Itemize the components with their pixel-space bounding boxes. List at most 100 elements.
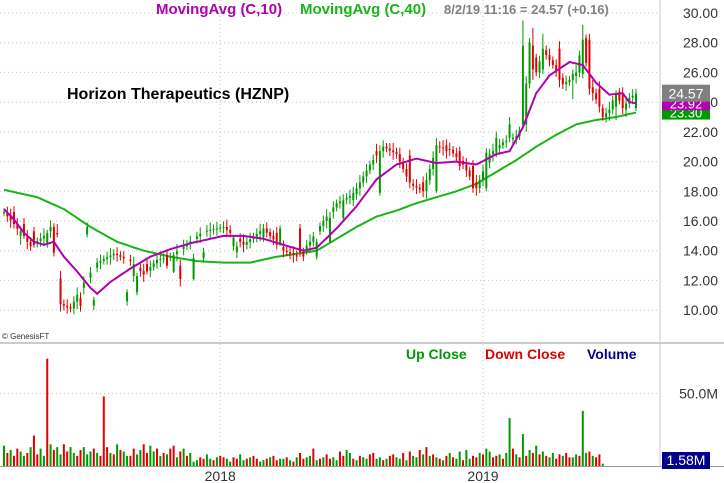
volume-bar bbox=[345, 450, 348, 466]
volume-bar bbox=[122, 451, 125, 466]
volume-bar bbox=[279, 458, 282, 466]
candle-body bbox=[89, 272, 92, 278]
candle-body bbox=[152, 263, 155, 268]
candle-body bbox=[328, 218, 331, 242]
ma10-line bbox=[3, 60, 637, 296]
volume-bar bbox=[319, 458, 321, 466]
candle-body bbox=[418, 187, 421, 190]
volume-bar bbox=[189, 452, 192, 466]
candle-body bbox=[6, 212, 9, 217]
candle-body bbox=[635, 93, 637, 109]
candle-body bbox=[581, 39, 584, 74]
volume-bar bbox=[385, 458, 388, 466]
volume-bar bbox=[501, 458, 504, 466]
candle-body bbox=[3, 212, 5, 214]
candle-body bbox=[262, 228, 265, 238]
volume-bar bbox=[225, 458, 228, 466]
volume-bar bbox=[86, 454, 89, 466]
candles-layer bbox=[3, 20, 637, 315]
candle-body bbox=[172, 255, 175, 272]
price-tick-label: 22.00 bbox=[683, 124, 718, 140]
volume-legend: Volume bbox=[587, 346, 637, 362]
candle-body bbox=[315, 241, 318, 257]
volume-bar bbox=[99, 455, 102, 466]
volume-bar bbox=[195, 460, 198, 466]
volume-bar bbox=[62, 444, 65, 466]
down-close-legend: Down Close bbox=[485, 346, 566, 362]
candle-body bbox=[136, 275, 139, 293]
candle-body bbox=[299, 228, 302, 253]
ma40-legend: MovingAvg (C,40) bbox=[300, 1, 427, 18]
volume-bar bbox=[378, 457, 381, 466]
volume-bar bbox=[518, 457, 521, 466]
candle-body bbox=[355, 188, 358, 195]
volume-bar bbox=[305, 457, 308, 466]
volume-bar bbox=[315, 460, 318, 466]
volume-bar bbox=[96, 452, 99, 466]
candle-body bbox=[538, 61, 541, 73]
candle-body bbox=[475, 182, 478, 189]
volume-bar bbox=[528, 450, 531, 466]
volume-bar bbox=[49, 444, 52, 466]
candle-body bbox=[491, 151, 494, 155]
candle-body bbox=[49, 226, 52, 232]
volume-bar bbox=[269, 457, 272, 466]
volume-bar bbox=[172, 445, 175, 466]
candle-body bbox=[182, 246, 185, 249]
candle-body bbox=[495, 137, 498, 153]
up-close-legend: Up Close bbox=[406, 346, 467, 362]
volume-bar bbox=[422, 454, 425, 466]
last-price-tag-text: 24.57 bbox=[668, 86, 703, 102]
volume-bar bbox=[598, 454, 601, 466]
candle-body bbox=[162, 258, 165, 260]
candle-body bbox=[382, 146, 385, 152]
volume-bar bbox=[375, 458, 378, 466]
candle-body bbox=[378, 151, 381, 193]
candle-body bbox=[16, 224, 19, 229]
volume-bar bbox=[485, 448, 488, 466]
candle-body bbox=[442, 147, 445, 149]
candle-body bbox=[325, 216, 328, 221]
volume-bar bbox=[46, 358, 49, 466]
candle-body bbox=[46, 232, 49, 245]
volume-bar bbox=[202, 458, 205, 466]
candle-body bbox=[129, 259, 132, 262]
candle-body bbox=[511, 137, 514, 140]
volume-bar bbox=[458, 451, 461, 466]
candle-body bbox=[96, 262, 99, 268]
candle-body bbox=[92, 299, 95, 306]
volume-bar bbox=[252, 455, 255, 466]
volume-bar bbox=[578, 455, 581, 466]
volume-bar bbox=[442, 460, 445, 466]
candle-body bbox=[445, 145, 448, 152]
volume-bar bbox=[169, 448, 172, 466]
candle-body bbox=[332, 207, 335, 213]
candle-body bbox=[39, 238, 42, 242]
price-tick-label: 14.00 bbox=[683, 243, 718, 259]
volume-bar bbox=[432, 454, 435, 466]
volume-bar bbox=[59, 454, 62, 466]
candle-body bbox=[618, 91, 621, 101]
volume-bar bbox=[185, 455, 188, 466]
candle-body bbox=[9, 216, 12, 221]
volume-bar bbox=[16, 448, 19, 466]
candle-body bbox=[468, 170, 471, 177]
candle-body bbox=[438, 146, 441, 148]
candle-body bbox=[126, 292, 129, 302]
candle-body bbox=[415, 185, 418, 188]
volume-bar bbox=[272, 455, 275, 466]
volume-bar bbox=[405, 460, 408, 466]
volume-bar bbox=[498, 454, 501, 466]
candle-body bbox=[86, 226, 89, 235]
candle-body bbox=[76, 294, 79, 302]
volume-bar bbox=[538, 454, 541, 466]
candle-body bbox=[165, 255, 168, 266]
candle-body bbox=[392, 150, 395, 153]
candle-body bbox=[402, 161, 405, 169]
volume-bar bbox=[395, 457, 398, 466]
candle-body bbox=[32, 231, 35, 245]
candle-body bbox=[259, 231, 262, 234]
credit-label: © GenesisFT bbox=[2, 332, 50, 341]
candle-body bbox=[558, 48, 561, 80]
